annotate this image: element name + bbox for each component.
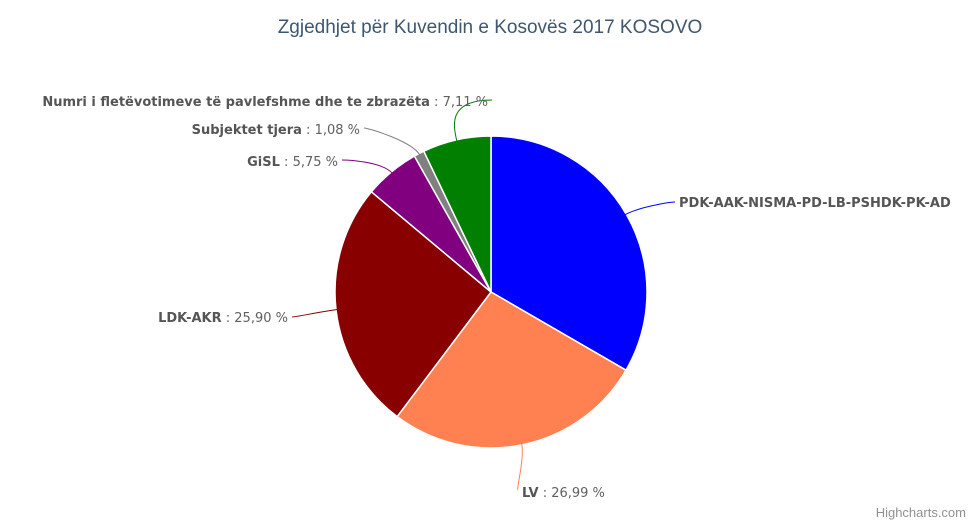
label-connector-5 <box>453 99 493 142</box>
slice-label-name: Subjektet tjera <box>192 123 302 138</box>
credits-link[interactable]: Highcharts.com <box>876 505 966 520</box>
label-connector-4 <box>363 127 421 156</box>
chart-title: Zgjedhjet për Kuvendin e Kosovës 2017 KO… <box>278 17 703 38</box>
slice-label-name: LV <box>522 486 539 501</box>
label-connector-1 <box>517 442 523 491</box>
slice-label-value: : 25,90 % <box>222 311 288 326</box>
slice-label-3: GiSL : 5,75 % <box>247 155 338 170</box>
slice-label-0: PDK-AAK-NISMA-PD-LB-PSHDK-PK-AD <box>679 196 951 211</box>
slice-label-value: : 5,75 % <box>280 155 338 170</box>
label-connector-0 <box>624 201 676 216</box>
pie-slices <box>334 135 648 449</box>
slice-label-2: LDK-AKR : 25,90 % <box>158 311 288 326</box>
slice-label-value: : 7,11 % <box>430 95 488 110</box>
slice-label-value: : 1,08 % <box>302 123 360 138</box>
slice-label-name: GiSL <box>247 155 280 170</box>
slice-label-value: : 26,99 % <box>539 486 605 501</box>
slice-label-5: Numri i fletëvotimeve të pavlefshme dhe … <box>42 95 488 110</box>
slice-label-name: Numri i fletëvotimeve të pavlefshme dhe … <box>42 95 430 110</box>
slice-label-1: LV : 26,99 % <box>522 486 605 501</box>
label-connector-3 <box>341 159 393 174</box>
slice-labels: PDK-AAK-NISMA-PD-LB-PSHDK-PK-AD LV : 26,9… <box>42 95 951 501</box>
slice-label-name: LDK-AKR <box>158 311 222 326</box>
label-connector-2 <box>291 309 339 318</box>
slice-label-4: Subjektet tjera : 1,08 % <box>192 123 360 138</box>
slice-label-name: PDK-AAK-NISMA-PD-LB-PSHDK-PK-AD <box>679 196 951 211</box>
